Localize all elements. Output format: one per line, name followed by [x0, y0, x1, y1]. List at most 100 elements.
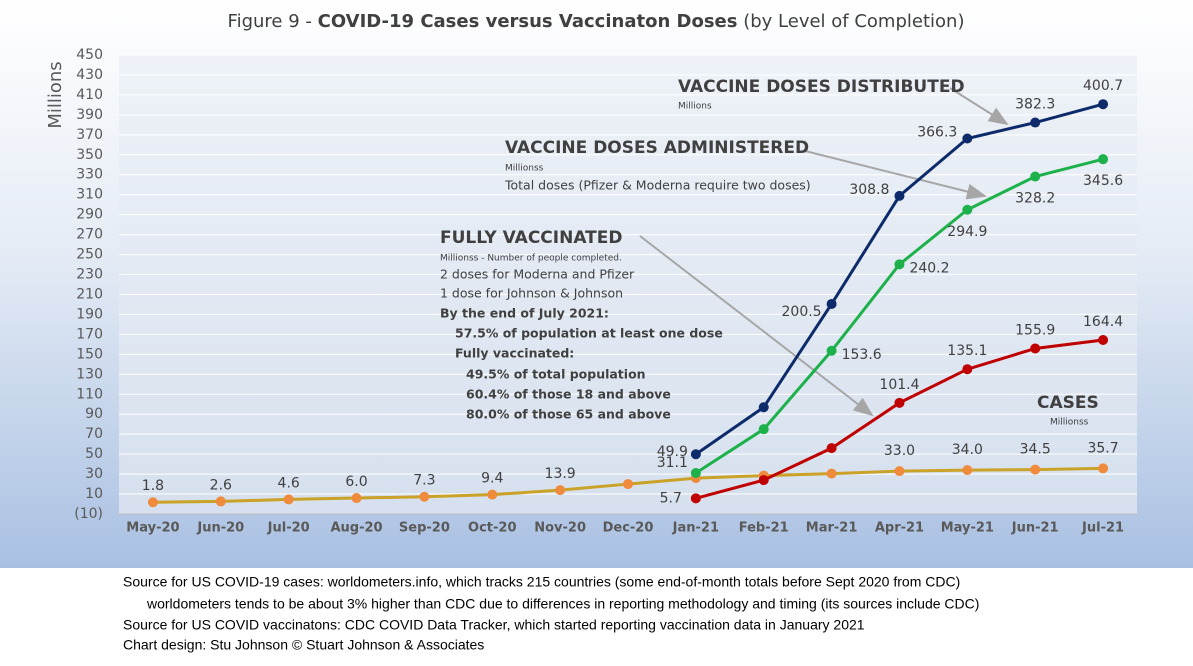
x-tick-label: Mar-21 — [806, 521, 858, 536]
value-label: 101.4 — [879, 377, 919, 393]
x-tick-label: Jan-21 — [672, 521, 719, 536]
y-tick-label: 270 — [76, 227, 103, 243]
y-tick-label: 110 — [76, 386, 103, 402]
marker — [894, 190, 905, 201]
y-tick-label: 310 — [76, 187, 103, 203]
x-tick-label: May-20 — [126, 521, 179, 536]
marker — [1030, 171, 1041, 182]
x-tick-label: Jul-21 — [1081, 521, 1124, 536]
value-label: 2.6 — [210, 477, 232, 493]
arrow — [639, 235, 874, 417]
marker — [690, 467, 701, 478]
marker — [894, 259, 905, 270]
value-label: 13.9 — [545, 466, 576, 482]
y-tick-label: 290 — [76, 207, 103, 223]
arrow — [949, 87, 1009, 126]
y-tick-label: 370 — [76, 127, 103, 143]
x-tick-label: Oct-20 — [468, 521, 516, 536]
x-tick-label: Sep-20 — [399, 521, 450, 536]
x-tick-label: Nov-20 — [534, 521, 586, 536]
marker — [555, 485, 566, 496]
footer-line: Source for US COVID-19 cases: worldomete… — [123, 574, 960, 590]
marker — [1098, 99, 1109, 110]
marker — [1098, 334, 1109, 345]
annotation: Millions — [678, 102, 712, 112]
footer-line: worldometers tends to be about 3% higher… — [146, 596, 979, 612]
marker — [1030, 464, 1041, 475]
value-label: 366.3 — [917, 125, 957, 141]
value-label: 400.7 — [1083, 78, 1123, 94]
marker — [962, 133, 973, 144]
marker — [894, 397, 905, 408]
value-label: 382.3 — [1015, 97, 1055, 113]
y-tick-label: 190 — [76, 306, 103, 322]
value-label: 7.3 — [413, 473, 435, 489]
marker — [623, 479, 633, 490]
annotation: 57.5% of population at least one dose — [455, 326, 723, 341]
value-label: 6.0 — [345, 474, 367, 490]
annotation: 2 doses for Moderna and Pfizer — [440, 267, 635, 282]
value-label: 328.2 — [1015, 191, 1055, 207]
y-tick-label: 30 — [85, 466, 103, 482]
value-label: 34.5 — [1020, 442, 1051, 458]
y-tick-label: 210 — [76, 286, 103, 302]
x-tick-label: Apr-21 — [875, 521, 924, 536]
marker — [283, 494, 294, 505]
marker — [1098, 463, 1109, 474]
y-tick-label: 230 — [76, 267, 103, 283]
arrow — [804, 150, 987, 200]
marker — [826, 298, 837, 309]
x-tick-label: Aug-20 — [330, 521, 382, 536]
y-tick-label: 170 — [76, 326, 103, 342]
marker — [826, 345, 837, 356]
x-tick-label: Jul-20 — [267, 521, 310, 536]
marker — [690, 493, 701, 504]
chart-title: Figure 9 - COVID-19 Cases versus Vaccina… — [228, 11, 965, 32]
marker — [826, 443, 837, 454]
annotation: 1 dose for Johnson & Johnson — [440, 286, 623, 301]
y-tick-label: 70 — [85, 426, 103, 442]
value-label: 5.7 — [660, 490, 682, 506]
marker — [147, 497, 158, 508]
y-tick-label: 390 — [76, 107, 103, 123]
y-tick-label: 10 — [85, 486, 103, 502]
y-tick-label: 50 — [85, 446, 103, 462]
title-suffix: (by Level of Completion) — [743, 11, 964, 32]
value-label: 135.1 — [947, 343, 987, 359]
y-tick-label: 410 — [76, 87, 103, 103]
x-tick-label: Feb-21 — [739, 521, 789, 536]
marker — [758, 424, 769, 435]
marker — [487, 489, 498, 500]
value-label: 308.8 — [849, 182, 889, 198]
annotation: Millionss - Number of people completed. — [440, 254, 622, 264]
annotation-title: VACCINE DOSES DISTRIBUTED — [678, 77, 965, 97]
x-tick-label: May-21 — [941, 521, 994, 536]
marker — [215, 496, 226, 507]
value-label: 34.0 — [952, 442, 983, 458]
value-label: 31.1 — [657, 455, 688, 471]
annotation: Fully vaccinated: — [455, 346, 574, 361]
annotation: Millionss — [1050, 418, 1089, 428]
value-label: 49.9 — [657, 444, 688, 460]
x-tick-label: Dec-20 — [603, 521, 654, 536]
x-tick-label: Jun-21 — [1011, 521, 1059, 536]
marker — [962, 465, 973, 476]
value-label: 153.6 — [842, 347, 882, 363]
marker — [419, 491, 430, 502]
marker — [894, 466, 905, 477]
y-tick-label: 150 — [76, 346, 103, 362]
marker — [962, 204, 973, 215]
marker — [826, 468, 837, 479]
value-label: 9.4 — [481, 471, 503, 487]
annotation: By the end of July 2021: — [440, 306, 609, 321]
value-label: 345.6 — [1083, 173, 1123, 189]
annotation: 49.5% of total population — [466, 367, 646, 382]
marker — [690, 449, 701, 460]
annotation: Millionss — [505, 164, 544, 174]
y-tick-label: (10) — [74, 506, 103, 522]
marker — [758, 402, 769, 413]
value-label: 164.4 — [1083, 314, 1123, 330]
marker — [962, 364, 973, 375]
annotation: Total doses (Pfizer & Moderna require tw… — [504, 178, 811, 193]
